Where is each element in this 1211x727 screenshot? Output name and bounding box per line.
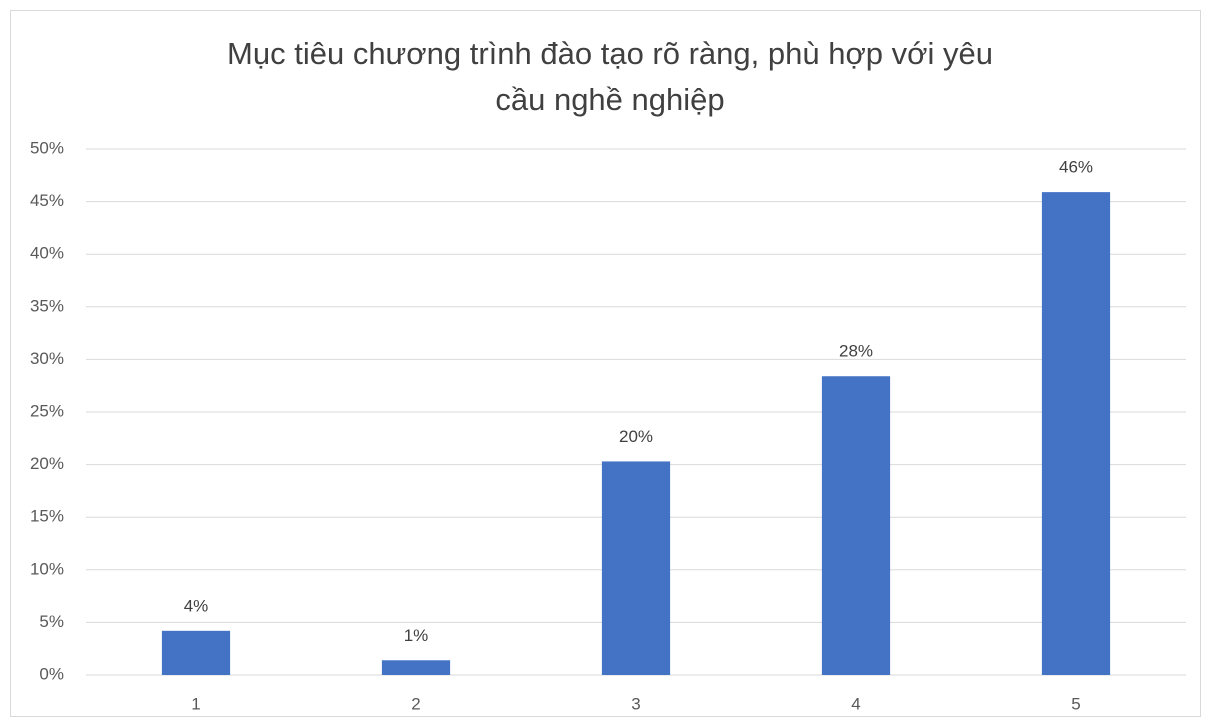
y-tick-label: 40% — [30, 244, 64, 263]
data-label: 46% — [1059, 158, 1093, 177]
chart-title: cầu nghề nghiệp — [495, 82, 724, 117]
data-label: 20% — [619, 427, 653, 446]
y-tick-label: 10% — [30, 559, 64, 578]
y-tick-label: 15% — [30, 507, 64, 526]
y-tick-label: 30% — [30, 349, 64, 368]
bar — [381, 660, 451, 675]
y-tick-label: 5% — [39, 612, 64, 631]
x-tick-label: 5 — [1071, 694, 1080, 713]
data-label: 4% — [184, 596, 209, 615]
y-tick-label: 25% — [30, 401, 64, 420]
chart-title: Mục tiêu chương trình đào tạo rõ ràng, p… — [227, 36, 993, 71]
y-tick-label: 45% — [30, 191, 64, 210]
y-tick-label: 35% — [30, 296, 64, 315]
bar — [1041, 192, 1111, 675]
data-label: 28% — [839, 342, 873, 361]
x-tick-label: 4 — [851, 694, 860, 713]
x-tick-label: 2 — [411, 694, 420, 713]
x-tick-label: 3 — [631, 694, 640, 713]
bar — [161, 630, 231, 675]
data-label: 1% — [404, 626, 429, 645]
y-tick-label: 0% — [39, 664, 64, 683]
y-tick-label: 50% — [30, 138, 64, 157]
bar — [821, 376, 891, 675]
x-tick-label: 1 — [191, 694, 200, 713]
bar — [601, 461, 671, 675]
y-tick-label: 20% — [30, 454, 64, 473]
